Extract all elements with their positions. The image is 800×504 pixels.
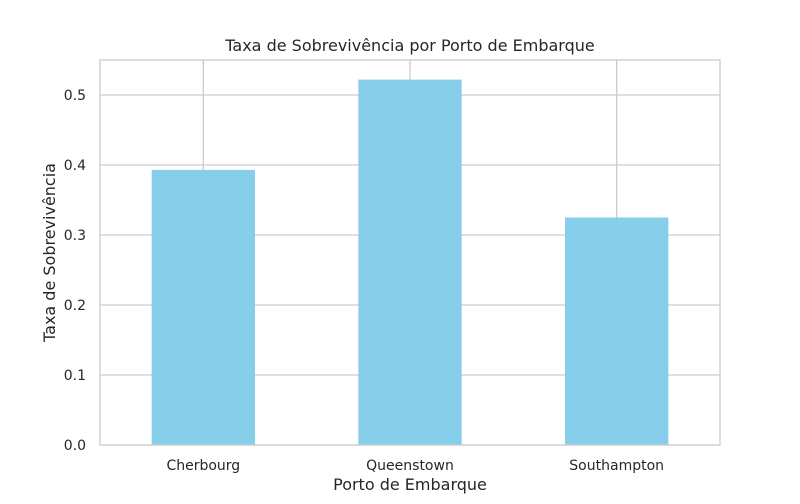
bar-cherbourg: [151, 169, 255, 445]
y-tick-label: 0.1: [64, 368, 86, 384]
chart-title: Taxa de Sobrevivência por Porto de Embar…: [224, 36, 594, 55]
y-tick-label: 0.2: [64, 298, 86, 314]
x-axis-label: Porto de Embarque: [333, 475, 487, 494]
x-axis-ticks: Cherbourg Queenstown Southampton: [166, 458, 664, 474]
bars: [151, 79, 669, 445]
plot-frame: [99, 59, 721, 446]
y-tick-label: 0.3: [64, 228, 86, 244]
bar-southampton: [565, 217, 669, 445]
y-axis-label: Taxa de Sobrevivência: [40, 163, 59, 343]
bar-queenstown: [358, 79, 462, 445]
x-tick-label: Queenstown: [366, 458, 454, 474]
y-axis-ticks: 0.0 0.1 0.2 0.3 0.4 0.5: [64, 88, 86, 454]
x-tick-label: Southampton: [569, 458, 664, 474]
y-tick-label: 0.5: [64, 88, 86, 104]
x-tick-label: Cherbourg: [166, 458, 240, 474]
y-tick-label: 0.0: [64, 438, 86, 454]
y-tick-label: 0.4: [64, 158, 86, 174]
